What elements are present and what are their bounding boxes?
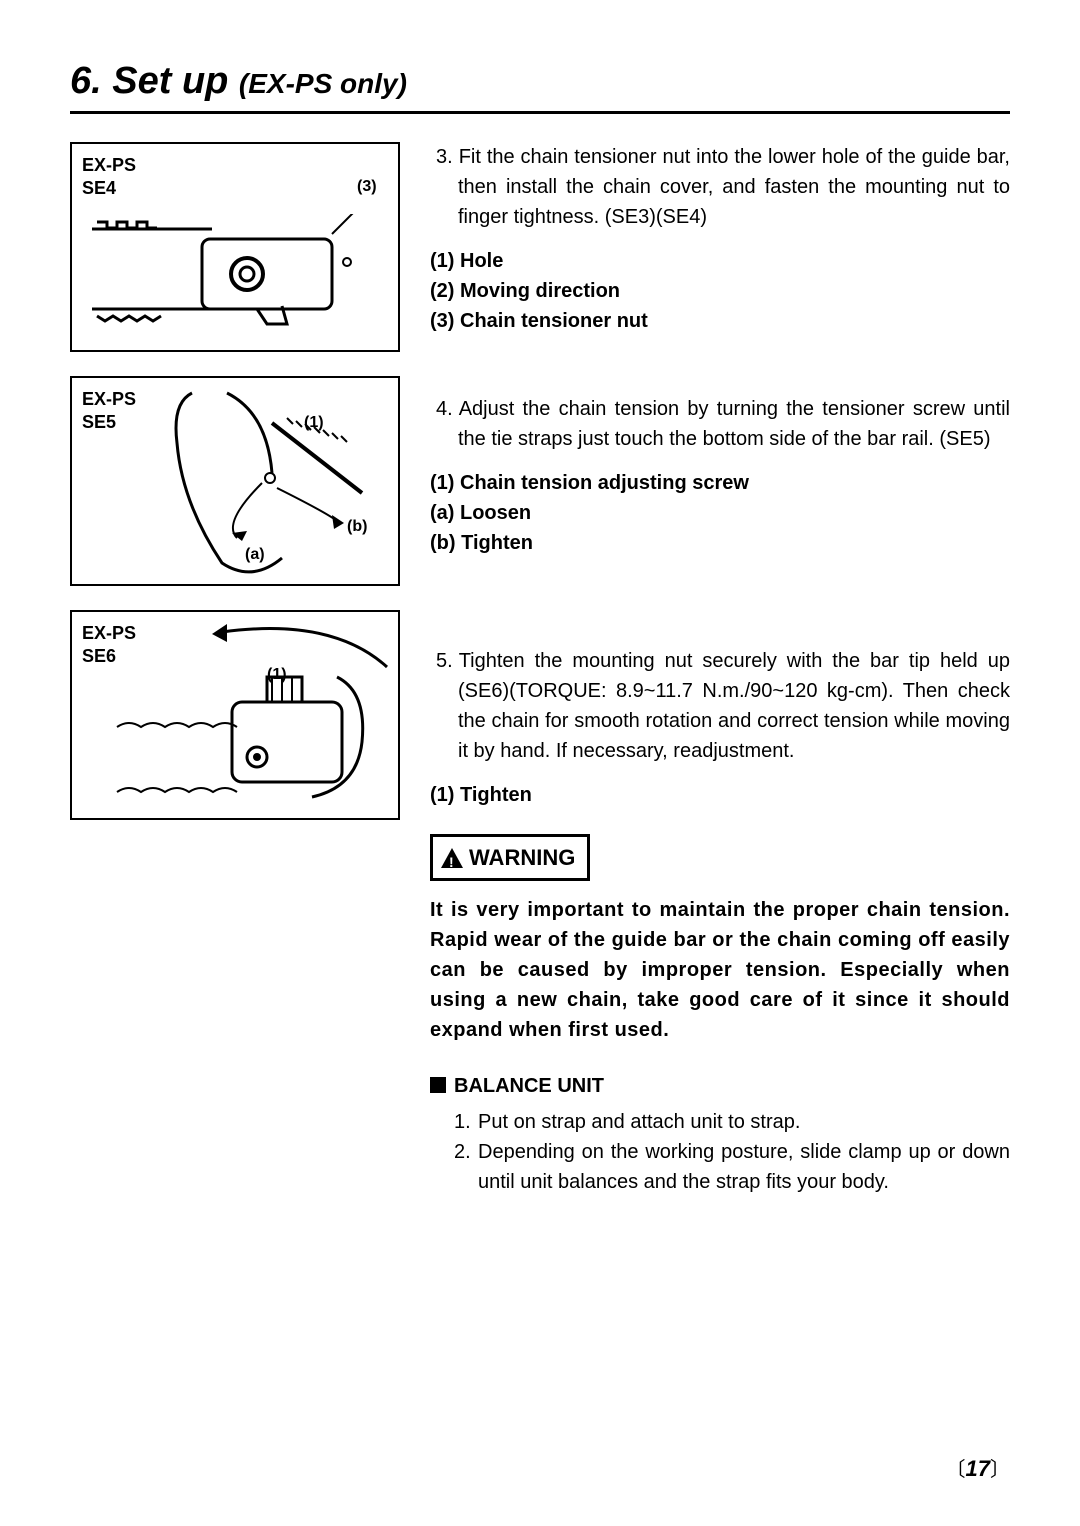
legend-item: (2) Moving direction <box>430 276 1010 306</box>
warning-text: It is very important to maintain the pro… <box>430 895 1010 1045</box>
figure-se4: EX-PS SE4 (3) <box>70 142 400 352</box>
list-item: 2.Depending on the working posture, slid… <box>454 1137 1010 1197</box>
square-bullet-icon <box>430 1077 446 1093</box>
legend-item: (1) Hole <box>430 246 1010 276</box>
item-num: 1. <box>454 1107 478 1137</box>
figure-se6: EX-PS SE6 (1) <box>70 610 400 820</box>
step5-text: 5.Tighten the mounting nut securely with… <box>458 646 1010 766</box>
step-num: 3. <box>436 146 459 168</box>
step4-text: 4.Adjust the chain tension by turning th… <box>458 394 1010 454</box>
page-num-value: 17 <box>966 1456 990 1481</box>
item-text: Depending on the working posture, slide … <box>478 1137 1010 1197</box>
legend-item: (1) Chain tension adjusting screw <box>430 468 1010 498</box>
figure-se5: EX-PS SE5 (1) (a) (b) <box>70 376 400 586</box>
se5-sketch <box>152 383 402 583</box>
bracket-open: 〔 <box>946 1459 966 1481</box>
list-item: 1.Put on strap and attach unit to strap. <box>454 1107 1010 1137</box>
warning-box: WARNING <box>430 834 590 881</box>
se6-sketch <box>112 622 402 817</box>
figure-label: EX-PS SE4 <box>82 154 136 201</box>
item-text: Put on strap and attach unit to strap. <box>478 1107 800 1137</box>
se4-sketch <box>92 214 392 344</box>
text-column: 3.Fit the chain tensioner nut into the l… <box>430 142 1010 1197</box>
step3-legend: (1) Hole (2) Moving direction (3) Chain … <box>430 246 1010 336</box>
legend-item: (3) Chain tensioner nut <box>430 306 1010 336</box>
figure-label: EX-PS SE5 <box>82 388 136 435</box>
figure-model: EX-PS <box>82 155 136 175</box>
figures-column: EX-PS SE4 (3) EX-PS SE5 <box>70 142 400 1197</box>
legend-item: (a) Loosen <box>430 498 1010 528</box>
figure-model: EX-PS <box>82 389 136 409</box>
balance-heading-text: BALANCE UNIT <box>454 1075 604 1097</box>
item-num: 2. <box>454 1137 478 1197</box>
title-sub: (EX-PS only) <box>239 68 407 99</box>
step3-text: 3.Fit the chain tensioner nut into the l… <box>458 142 1010 232</box>
balance-heading: BALANCE UNIT <box>430 1071 1010 1101</box>
step-body: Tighten the mounting nut securely with t… <box>458 650 1010 762</box>
step-num: 5. <box>436 650 459 672</box>
balance-list: 1.Put on strap and attach unit to strap.… <box>430 1107 1010 1197</box>
warning-label: WARNING <box>469 841 575 874</box>
page-number: 〔17〕 <box>946 1453 1010 1482</box>
step-body: Adjust the chain tension by turning the … <box>458 398 1010 450</box>
warning-icon <box>441 848 463 868</box>
section-title: 6. Set up (EX-PS only) <box>70 60 1010 114</box>
step-4: 4.Adjust the chain tension by turning th… <box>430 394 1010 558</box>
legend-item: (1) Tighten <box>430 780 1010 810</box>
figure-code: SE5 <box>82 412 116 432</box>
step4-legend: (1) Chain tension adjusting screw (a) Lo… <box>430 468 1010 558</box>
step-num: 4. <box>436 398 459 420</box>
figure-code: SE6 <box>82 646 116 666</box>
step-body: Fit the chain tensioner nut into the low… <box>458 146 1010 228</box>
step-3: 3.Fit the chain tensioner nut into the l… <box>430 142 1010 336</box>
figure-code: SE4 <box>82 178 116 198</box>
legend-item: (b) Tighten <box>430 528 1010 558</box>
callout-3: (3) <box>357 178 377 196</box>
title-main: 6. Set up <box>70 60 239 102</box>
step5-legend: (1) Tighten <box>430 780 1010 810</box>
step-5: 5.Tighten the mounting nut securely with… <box>430 646 1010 810</box>
two-column-layout: EX-PS SE4 (3) EX-PS SE5 <box>70 142 1010 1197</box>
bracket-close: 〕 <box>990 1459 1010 1481</box>
